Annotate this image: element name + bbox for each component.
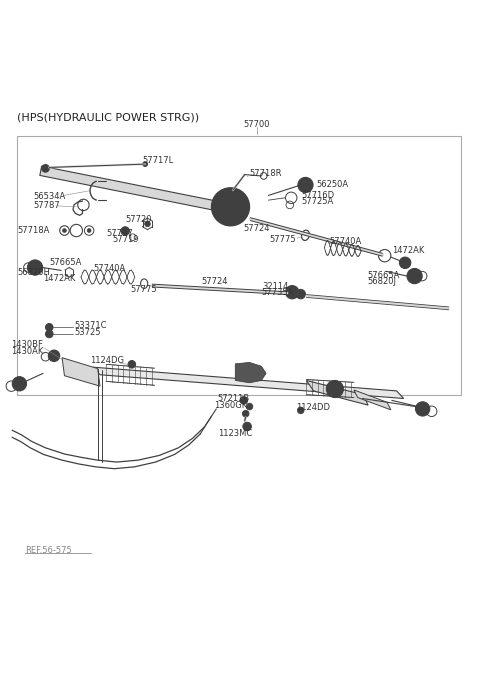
Polygon shape — [306, 380, 368, 405]
Polygon shape — [40, 166, 241, 215]
Text: 57665A: 57665A — [367, 271, 399, 279]
Text: 57775: 57775 — [269, 234, 296, 244]
Text: 57720: 57720 — [125, 214, 152, 223]
Circle shape — [62, 229, 66, 232]
Circle shape — [296, 289, 305, 299]
Circle shape — [240, 397, 248, 404]
Polygon shape — [93, 367, 404, 399]
Circle shape — [87, 229, 91, 232]
Text: 56820J: 56820J — [367, 277, 396, 286]
Circle shape — [212, 188, 250, 226]
Text: 57716D: 57716D — [301, 191, 335, 200]
Text: 57717L: 57717L — [143, 155, 174, 165]
Text: 1123MC: 1123MC — [218, 429, 252, 438]
Text: 56820H: 56820H — [17, 268, 50, 277]
Circle shape — [326, 380, 343, 397]
Text: 1124DG: 1124DG — [91, 356, 124, 365]
Circle shape — [298, 407, 304, 414]
Circle shape — [226, 202, 235, 212]
Text: 1472AK: 1472AK — [43, 274, 75, 283]
Circle shape — [144, 221, 150, 227]
Text: 57700: 57700 — [243, 120, 270, 129]
Text: 56534A: 56534A — [34, 192, 66, 201]
Text: REF.56-575: REF.56-575 — [25, 546, 72, 555]
Text: 1360GK: 1360GK — [215, 401, 248, 410]
Circle shape — [27, 260, 43, 275]
Text: 57737: 57737 — [106, 229, 133, 238]
Text: 56250A: 56250A — [316, 180, 348, 189]
Text: 57724: 57724 — [244, 224, 270, 233]
Polygon shape — [235, 362, 266, 383]
Text: (HPS(HYDRAULIC POWER STRG)): (HPS(HYDRAULIC POWER STRG)) — [17, 112, 199, 123]
Text: 57725A: 57725A — [301, 197, 334, 206]
Text: 57665A: 57665A — [49, 258, 82, 267]
Circle shape — [143, 162, 147, 166]
Text: 1430AK: 1430AK — [12, 347, 44, 356]
Text: 57740A: 57740A — [329, 238, 361, 247]
Circle shape — [48, 350, 60, 362]
Text: 57718R: 57718R — [250, 169, 282, 178]
Circle shape — [416, 402, 430, 416]
Text: 57740A: 57740A — [93, 264, 125, 273]
Circle shape — [242, 410, 249, 417]
Circle shape — [246, 403, 253, 410]
Text: 1472AK: 1472AK — [392, 247, 424, 256]
Circle shape — [12, 377, 26, 391]
Text: 1430BF: 1430BF — [12, 340, 43, 349]
Circle shape — [399, 257, 411, 269]
Circle shape — [128, 360, 136, 368]
Text: 57718A: 57718A — [17, 225, 49, 234]
Polygon shape — [62, 358, 100, 386]
Text: 57719: 57719 — [113, 235, 139, 244]
Text: 32114: 32114 — [263, 282, 289, 291]
Circle shape — [243, 422, 252, 431]
Text: 53725: 53725 — [74, 327, 100, 336]
Text: 1124DD: 1124DD — [296, 403, 330, 412]
Text: 57724: 57724 — [201, 277, 228, 286]
Circle shape — [286, 286, 299, 299]
Circle shape — [121, 227, 130, 235]
Circle shape — [301, 182, 309, 189]
Circle shape — [407, 269, 422, 284]
Circle shape — [42, 164, 49, 172]
Text: 57787: 57787 — [34, 201, 60, 210]
Text: 57735A: 57735A — [261, 288, 294, 297]
Polygon shape — [354, 390, 391, 410]
Text: 57775: 57775 — [130, 285, 156, 294]
Text: 57211B: 57211B — [217, 394, 250, 403]
Circle shape — [219, 195, 242, 219]
Circle shape — [298, 177, 313, 192]
Circle shape — [46, 323, 53, 331]
Circle shape — [46, 330, 53, 338]
Text: 53371C: 53371C — [74, 321, 107, 330]
